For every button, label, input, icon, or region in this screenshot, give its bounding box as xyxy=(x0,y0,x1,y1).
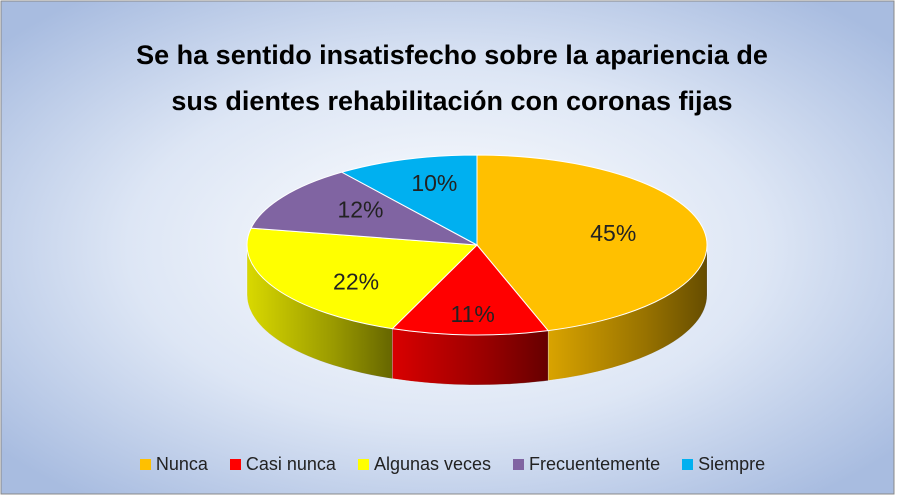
legend-item: Casi nunca xyxy=(229,454,336,475)
slice xyxy=(250,171,478,246)
legend-label: Algunas veces xyxy=(373,454,492,474)
data-label: 10% xyxy=(411,170,457,196)
slice-side-shade xyxy=(392,328,549,385)
data-label: 45% xyxy=(590,220,636,246)
legend-swatch xyxy=(229,459,241,470)
legend-label: Siempre xyxy=(698,454,766,474)
legend: Nunca Casi nunca Algunas veces Frecuentemen… xyxy=(0,454,905,475)
legend-item: Siempre xyxy=(682,454,765,475)
legend-swatch xyxy=(682,459,694,470)
legend-item: Algunas veces xyxy=(357,454,492,475)
slice xyxy=(476,154,708,332)
legend-label: Frecuentemente xyxy=(529,454,661,474)
legend-item: Nunca xyxy=(139,454,208,475)
slice xyxy=(246,227,479,330)
legend-label: Casi nunca xyxy=(245,454,336,474)
legend-swatch xyxy=(139,459,151,470)
legend-item: Frecuentemente xyxy=(513,454,660,475)
slice xyxy=(340,154,478,246)
data-label: 22% xyxy=(333,268,379,294)
data-label: 11% xyxy=(451,301,495,327)
legend-label: Nunca xyxy=(155,454,208,474)
chart-title: sus dientes rehabilitación con coronas f… xyxy=(171,86,732,116)
pie: 45% 11% 22% 12% 10% xyxy=(246,154,708,386)
slice-side-shade xyxy=(247,245,393,379)
slice xyxy=(391,244,550,336)
data-label: 12% xyxy=(337,196,383,222)
legend-swatch xyxy=(357,459,369,470)
legend-swatch xyxy=(513,459,525,470)
slice-side-shade xyxy=(548,245,707,381)
chart-title: Se ha sentido insatisfecho sobre la apar… xyxy=(136,40,768,70)
